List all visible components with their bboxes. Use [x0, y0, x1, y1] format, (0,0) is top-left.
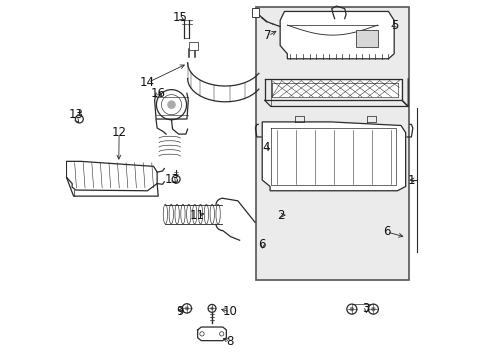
Text: 4: 4	[262, 140, 270, 153]
Circle shape	[185, 306, 189, 310]
Text: 6: 6	[258, 238, 266, 251]
Text: 14: 14	[140, 76, 155, 89]
Text: 11: 11	[190, 209, 205, 222]
Text: 13: 13	[68, 108, 83, 121]
Text: 6: 6	[383, 225, 391, 238]
Text: 5: 5	[391, 19, 398, 32]
Circle shape	[167, 100, 176, 109]
Text: 16: 16	[151, 87, 166, 100]
Ellipse shape	[210, 204, 215, 224]
Text: 7: 7	[264, 29, 271, 42]
Ellipse shape	[175, 204, 179, 224]
Circle shape	[210, 307, 214, 310]
Circle shape	[349, 307, 354, 311]
Bar	[252, 8, 259, 17]
Ellipse shape	[181, 204, 185, 224]
Ellipse shape	[204, 204, 209, 224]
Ellipse shape	[163, 204, 168, 224]
Text: 13: 13	[165, 173, 180, 186]
Circle shape	[371, 307, 376, 311]
Text: 3: 3	[363, 302, 370, 315]
Ellipse shape	[193, 204, 197, 224]
Text: 10: 10	[222, 306, 237, 319]
Text: 9: 9	[176, 306, 183, 319]
Bar	[356, 30, 378, 47]
Polygon shape	[67, 161, 157, 191]
Polygon shape	[262, 122, 406, 191]
Bar	[272, 81, 401, 98]
Text: 8: 8	[226, 335, 234, 348]
Polygon shape	[280, 12, 394, 59]
Bar	[189, 42, 197, 50]
Text: 2: 2	[277, 209, 285, 222]
Text: 12: 12	[111, 126, 126, 139]
Ellipse shape	[216, 204, 220, 224]
Text: 1: 1	[408, 174, 415, 186]
Ellipse shape	[187, 204, 191, 224]
Ellipse shape	[169, 204, 173, 224]
Text: 15: 15	[172, 12, 187, 24]
Bar	[256, 7, 409, 280]
Ellipse shape	[198, 204, 203, 224]
